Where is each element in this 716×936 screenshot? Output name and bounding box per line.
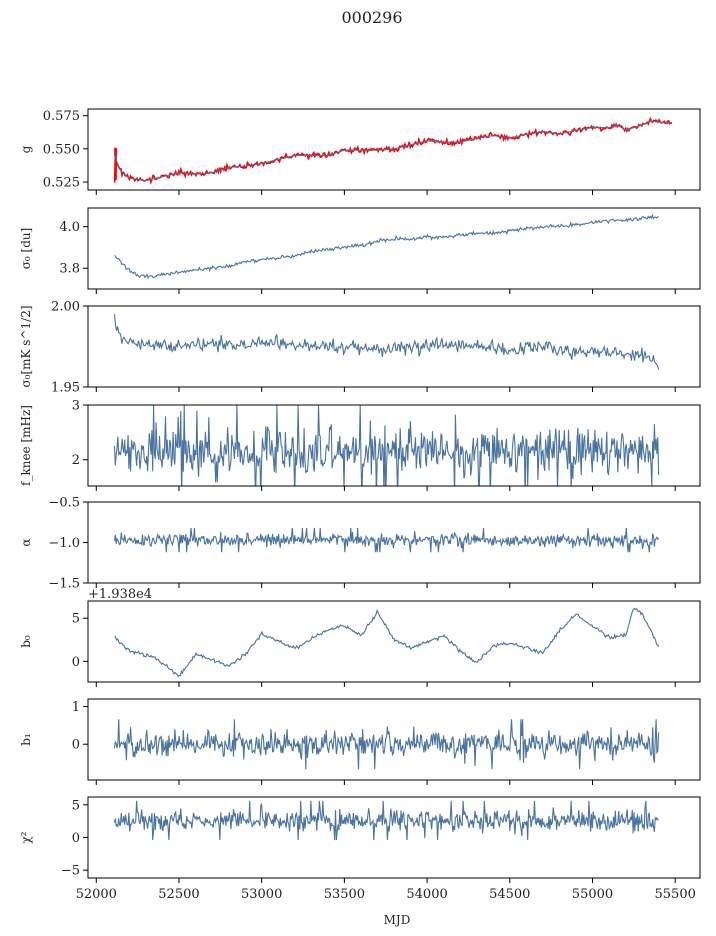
panel-chi2: −5 0 5 52000 52500 53000 53500 54000 54500 55000 5… [19, 796, 701, 902]
ytick-label-b1: 0 [72, 738, 80, 753]
panel-alpha: −1.5 −1.0 −0.5 α [19, 496, 701, 592]
xtick-label: 52500 [158, 887, 199, 902]
panel-b0: 0 5 b₀ +1.938e4 [19, 587, 701, 687]
axes-frame-b1 [87, 698, 701, 781]
panel-sigma0_du: 3.8 4.0 σ₀ [du] [19, 207, 701, 294]
xtick-label: 54500 [489, 887, 530, 902]
ytick-label-g: 0.575 [43, 109, 80, 124]
ytick-label-chi2: −5 [61, 864, 80, 879]
series-chi2 [113, 800, 659, 841]
axes-frame-fknee [87, 404, 701, 487]
y-axis-label-b0: b₀ [19, 635, 33, 648]
xtick-label: 53000 [241, 887, 282, 902]
ytick-label-alpha: −1.0 [48, 536, 80, 551]
series-fknee [113, 405, 660, 486]
ytick-label-b0: 5 [72, 612, 80, 627]
series-b1 [113, 719, 660, 770]
y-axis-label-g: g [19, 145, 33, 153]
xtick-label: 55500 [655, 887, 696, 902]
axes-frame-b0 [87, 600, 701, 683]
panel-sigma0_mK: 1.95 2.00 σ₀[mK s^1/2] [19, 300, 701, 396]
series-b0 [114, 607, 660, 678]
y-axis-label-alpha: α [19, 538, 33, 546]
xtick-label: 54000 [406, 887, 447, 902]
xtick-label: 55000 [572, 887, 613, 902]
y-axis-label-b1: b₁ [19, 733, 33, 746]
y-axis-label-sigma0_du: σ₀ [du] [19, 228, 33, 270]
panels: 0.525 0.550 0.575 g 3.8 4.0 σ₀ [du] 1.95 2.00 σ₀[… [19, 108, 701, 902]
ytick-label-alpha: −0.5 [48, 496, 80, 511]
xtick-label: 53500 [324, 887, 365, 902]
ytick-label-sigma0_mK: 1.95 [51, 381, 80, 396]
ytick-label-sigma0_mK: 2.00 [51, 300, 80, 315]
ytick-label-b1: 1 [72, 700, 80, 715]
axes-frame-chi2 [87, 796, 701, 879]
axes-frame-sigma0_mK [87, 305, 701, 388]
series-alpha [113, 527, 660, 553]
ytick-label-chi2: 0 [72, 831, 80, 846]
ytick-label-g: 0.550 [43, 142, 80, 157]
ytick-label-b0: 0 [72, 655, 80, 670]
ytick-label-g: 0.525 [43, 176, 80, 191]
ytick-label-alpha: −1.5 [48, 577, 80, 592]
axes-frame-sigma0_du [87, 207, 701, 290]
panel-fknee: 2 3 f_knee [mHz] [19, 399, 701, 491]
y-axis-label-chi2: χ² [19, 831, 33, 843]
axes-frame-g [87, 108, 701, 191]
panel-g: 0.525 0.550 0.575 g [19, 108, 701, 195]
y-axis-label-sigma0_mK: σ₀[mK s^1/2] [19, 305, 33, 387]
series-g [113, 120, 672, 182]
series-sigma0_du [114, 213, 659, 280]
ytick-label-fknee: 2 [72, 453, 80, 468]
x-axis-label: MJD [384, 913, 411, 927]
ytick-label-chi2: 5 [72, 798, 80, 813]
offset-text-b0: +1.938e4 [88, 587, 152, 602]
ytick-label-fknee: 3 [72, 399, 80, 414]
ytick-label-sigma0_du: 4.0 [59, 220, 80, 235]
xtick-label: 52000 [76, 887, 117, 902]
figure-title: 000296 [341, 8, 402, 27]
series-sigma0_mK [113, 314, 660, 370]
ytick-label-sigma0_du: 3.8 [59, 262, 80, 277]
panel-b1: 0 1 b₁ [19, 698, 701, 785]
y-axis-label-fknee: f_knee [mHz] [19, 405, 33, 486]
